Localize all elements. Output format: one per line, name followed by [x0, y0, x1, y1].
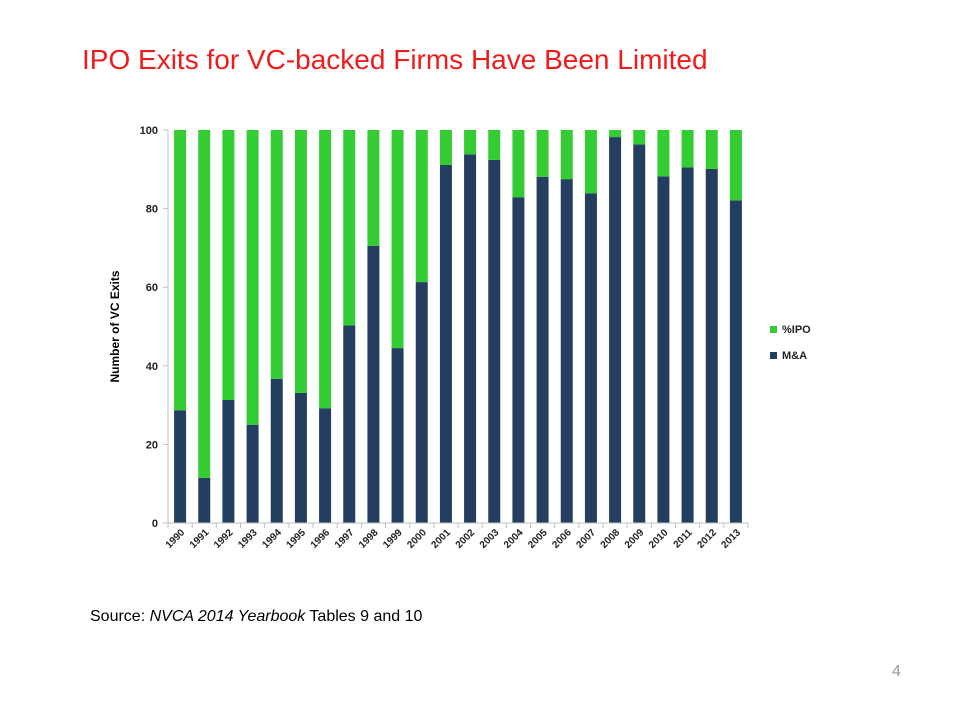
bar-ipo-1999 [391, 130, 404, 349]
x-tick-label: 2009 [623, 527, 647, 551]
bar-ma-2001 [439, 164, 452, 524]
bar-ipo-2001 [439, 130, 452, 165]
bar-ma-2011 [681, 167, 694, 523]
bar-ipo-2006 [560, 130, 573, 180]
bar-ma-2005 [536, 176, 549, 523]
bar-ipo-1998 [367, 130, 380, 246]
bar-ipo-1993 [246, 130, 259, 425]
bar-ipo-2008 [609, 130, 622, 138]
bar-ma-1992 [222, 399, 235, 523]
x-tick-label: 1994 [260, 527, 284, 551]
x-tick-label: 2004 [502, 527, 526, 551]
bar-ipo-2010 [657, 130, 670, 177]
source-note: Source: NVCA 2014 Yearbook Tables 9 and … [90, 608, 422, 626]
x-tick-label: 2005 [526, 527, 550, 551]
y-tick-label: 60 [146, 282, 158, 294]
bar-ipo-1992 [222, 130, 235, 400]
x-tick-label: 2003 [478, 527, 502, 551]
bar-ma-2009 [633, 144, 646, 524]
legend-swatch-ma [770, 352, 777, 359]
legend-label-ipo: %IPO [782, 324, 811, 336]
bar-ipo-2005 [536, 130, 549, 177]
x-tick-label: 2011 [672, 527, 695, 550]
bar-ipo-1996 [319, 130, 332, 409]
bar-ma-2000 [415, 282, 428, 523]
bar-ma-2008 [609, 137, 622, 523]
x-tick-label: 1996 [309, 527, 333, 551]
x-tick-label: 1999 [381, 527, 405, 551]
bar-ipo-1994 [270, 130, 283, 379]
bar-ipo-2013 [729, 130, 742, 201]
bar-ma-2007 [584, 193, 597, 523]
bar-ma-1993 [246, 424, 259, 523]
bar-ipo-2002 [464, 130, 477, 155]
x-tick-label: 2010 [647, 527, 671, 551]
bar-ipo-2012 [705, 130, 718, 169]
bar-ipo-1997 [343, 130, 356, 326]
bar-ma-1996 [319, 408, 332, 523]
y-tick-label: 20 [146, 439, 158, 451]
source-prefix: Source: [90, 608, 150, 625]
bar-ipo-2011 [681, 130, 694, 168]
x-tick-label: 2000 [405, 527, 429, 551]
x-tick-label: 2002 [454, 527, 478, 551]
bars-layer [174, 130, 742, 524]
x-tick-label: 2007 [575, 527, 599, 551]
bar-ma-2004 [512, 197, 525, 523]
bar-ma-1991 [198, 477, 211, 523]
x-tick-label: 2013 [720, 527, 744, 551]
bar-ma-2002 [464, 154, 477, 523]
bar-ipo-1991 [198, 130, 211, 478]
x-tick-label: 2012 [695, 527, 719, 551]
x-tick-label: 2006 [550, 527, 574, 551]
bar-ma-2013 [729, 200, 742, 523]
bar-ipo-2004 [512, 130, 525, 198]
x-tick-label: 1992 [212, 527, 236, 551]
page-number: 4 [892, 663, 901, 680]
x-tick-label: 1991 [188, 527, 212, 551]
bar-ipo-2000 [415, 130, 428, 283]
bar-ipo-2009 [633, 130, 646, 145]
x-tick-label: 1990 [164, 527, 188, 551]
legend: %IPO M&A [770, 324, 811, 362]
bar-ipo-1995 [294, 130, 307, 393]
bar-ipo-1990 [174, 130, 187, 411]
source-suffix: Tables 9 and 10 [305, 608, 423, 625]
source-publication: NVCA 2014 Yearbook [149, 608, 306, 625]
slide-title: IPO Exits for VC-backed Firms Have Been … [82, 44, 708, 75]
legend-label-ma: M&A [782, 350, 807, 362]
x-tick-label: 1998 [357, 527, 381, 551]
bar-ipo-2007 [584, 130, 597, 194]
y-tick-label: 0 [152, 518, 158, 530]
bar-ma-1998 [367, 245, 380, 523]
y-tick-label: 40 [146, 361, 158, 373]
y-tick-label: 80 [146, 204, 158, 216]
bar-ma-2012 [705, 168, 718, 523]
y-tick-label: 100 [140, 125, 158, 137]
x-tick-label: 1995 [285, 527, 309, 551]
bar-ma-2003 [488, 159, 501, 523]
x-tick-label: 2001 [430, 527, 454, 551]
bar-ipo-2003 [488, 130, 501, 160]
bar-ma-1995 [294, 392, 307, 523]
bar-ma-2010 [657, 176, 670, 523]
y-axis-label: Number of VC Exits [108, 270, 122, 382]
bar-ma-1999 [391, 348, 404, 523]
bar-ma-1990 [174, 410, 187, 523]
legend-swatch-ipo [770, 326, 777, 333]
bar-ma-1994 [270, 378, 283, 523]
x-tick-label: 2008 [599, 527, 623, 551]
x-tick-label: 1993 [236, 527, 260, 551]
bar-ma-2006 [560, 179, 573, 524]
bar-ma-1997 [343, 325, 356, 523]
x-tick-label: 1997 [333, 527, 357, 551]
